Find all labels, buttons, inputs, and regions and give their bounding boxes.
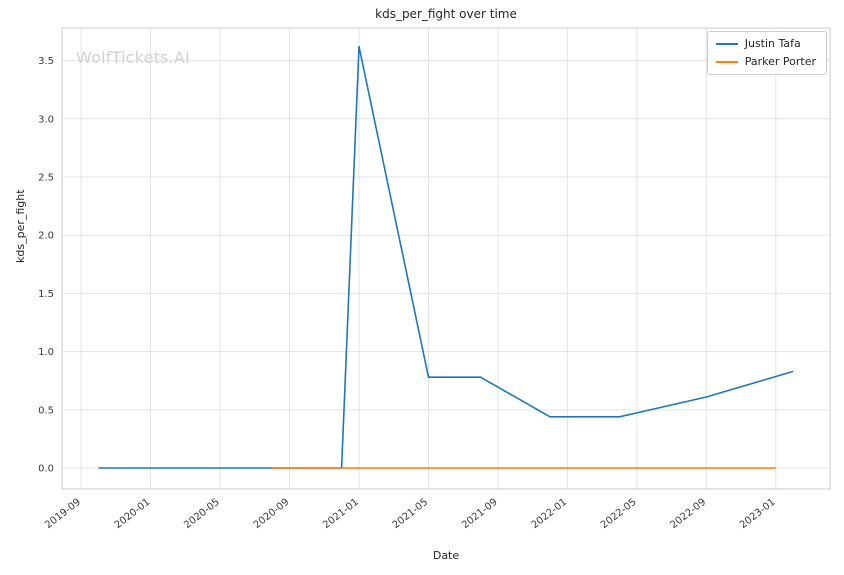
y-tick-label: 2.0 [38, 231, 54, 242]
x-tick-label: 2020-09 [252, 497, 292, 531]
x-tick-label: 2020-01 [113, 497, 153, 531]
legend-item-label: Justin Tafa [744, 37, 801, 50]
legend-item-label: Parker Porter [744, 55, 816, 68]
chart-title: kds_per_fight over time [375, 7, 517, 21]
plot-background [62, 28, 830, 489]
legend-swatch [715, 60, 738, 63]
y-tick-label: 1.5 [38, 289, 54, 300]
y-tick-label: 3.5 [38, 56, 54, 67]
x-tick-label: 2021-05 [391, 497, 431, 531]
legend-item: Parker Porter [715, 55, 816, 68]
x-tick-label: 2020-05 [182, 497, 222, 531]
x-axis-label: Date [432, 549, 460, 562]
x-tick-label: 2021-09 [460, 497, 500, 531]
x-tick-label: 2021-01 [321, 497, 361, 531]
y-tick-label: 3.0 [38, 114, 54, 125]
x-tick-label: 2019-09 [43, 497, 83, 531]
y-tick-label: 2.5 [38, 173, 54, 184]
y-axis-label-text: kds_per_fight [14, 189, 27, 263]
x-tick-label: 2023-01 [738, 497, 778, 531]
legend-swatch [715, 42, 738, 45]
y-tick-label: 1.0 [38, 347, 54, 358]
legend: Justin Tafa Parker Porter [706, 31, 827, 75]
x-tick-label: 2022-09 [668, 497, 708, 531]
x-tick-label: 2022-01 [530, 497, 570, 531]
axes-spines [61, 27, 831, 490]
y-tick-label: 0.0 [38, 464, 54, 475]
legend-item: Justin Tafa [715, 37, 816, 50]
watermark: WolfTickets.AI [76, 48, 190, 67]
y-tick-label: 0.5 [38, 405, 54, 416]
x-tick-label: 2022-05 [599, 497, 639, 531]
series-line-justin-tafa [98, 45, 794, 469]
